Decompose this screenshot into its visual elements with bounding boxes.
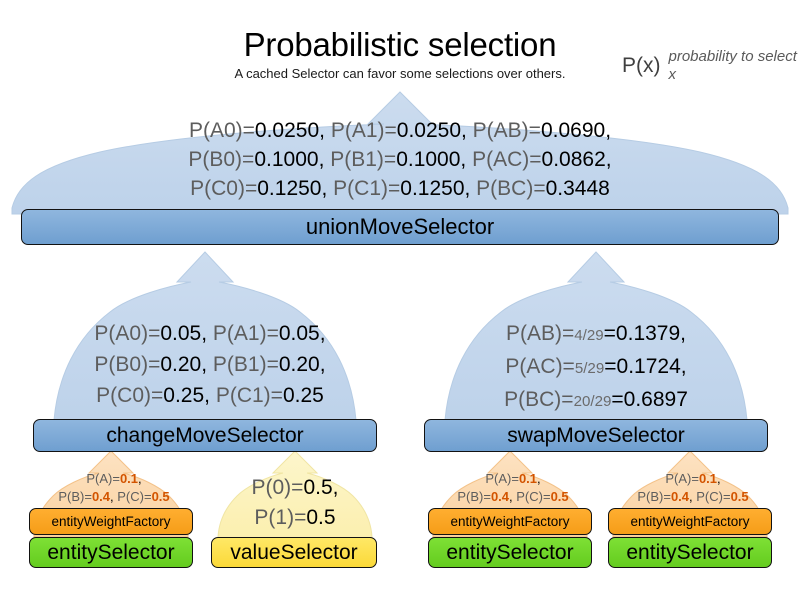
swap-prob-row: P(BC)=20/29=0.6897 xyxy=(504,388,688,411)
entity-weight-row: P(B)=0.4, P(C)=0.5 xyxy=(457,489,569,504)
entity-weight-row: P(B)=0.4, P(C)=0.5 xyxy=(637,489,749,504)
node-entity-weight-factory-2[interactable]: entityWeightFactory xyxy=(428,508,592,535)
entity-weight-row: P(A)=0.1, xyxy=(86,471,142,486)
arrow-to-union-move-selector xyxy=(11,91,789,215)
entity-weight-row: P(A)=0.1, xyxy=(485,471,541,486)
value-prob-row: P(0)=0.5, xyxy=(251,476,339,499)
legend: P(x) probability to select x xyxy=(622,48,800,84)
swap-prob-row: P(AC)=5/29=0.1724, xyxy=(505,355,687,378)
entity-weight-text-1: P(A)=0.1, P(B)=0.4, P(C)=0.5 xyxy=(28,470,200,506)
node-change-move-selector[interactable]: changeMoveSelector xyxy=(33,419,377,452)
union-prob-row: P(A0)=0.0250, P(A1)=0.0250, P(AB)=0.0690… xyxy=(188,119,612,142)
swap-prob-row: P(AB)=4/29=0.1379, xyxy=(505,322,687,345)
node-entity-weight-factory-3[interactable]: entityWeightFactory xyxy=(608,508,772,535)
node-entity-weight-factory-1[interactable]: entityWeightFactory xyxy=(29,508,193,535)
entity-weight-row: P(A)=0.1, xyxy=(665,471,721,486)
arrow-to-swap-move-selector xyxy=(444,251,748,425)
legend-symbol: P(x) xyxy=(622,54,661,77)
node-entity-selector-2[interactable]: entitySelector xyxy=(428,537,592,568)
entity-weight-text-2: P(A)=0.1, P(B)=0.4, P(C)=0.5 xyxy=(427,470,599,506)
node-swap-move-selector[interactable]: swapMoveSelector xyxy=(424,419,768,452)
entity-weight-text-3: P(A)=0.1, P(B)=0.4, P(C)=0.5 xyxy=(607,470,779,506)
node-entity-selector-3[interactable]: entitySelector xyxy=(608,537,772,568)
swap-probabilities-text: P(AB)=4/29=0.1379, P(AC)=5/29=0.1724, P(… xyxy=(420,318,772,417)
change-prob-row: P(C0)=0.25, P(C1)=0.25 xyxy=(96,384,324,407)
node-union-move-selector[interactable]: unionMoveSelector xyxy=(21,209,779,245)
union-probabilities-text: P(A0)=0.0250, P(A1)=0.0250, P(AB)=0.0690… xyxy=(80,116,720,203)
change-prob-row: P(B0)=0.20, P(B1)=0.20, xyxy=(94,353,326,376)
change-probabilities-text: P(A0)=0.05, P(A1)=0.05, P(B0)=0.20, P(B1… xyxy=(35,318,385,411)
value-prob-row: P(1)=0.5 xyxy=(254,506,336,529)
union-prob-row: P(C0)=0.1250, P(C1)=0.1250, P(BC)=0.3448 xyxy=(190,177,610,200)
node-entity-selector-1[interactable]: entitySelector xyxy=(29,537,193,568)
page-subtitle: A cached Selector can favor some selecti… xyxy=(234,66,566,81)
arrow-value-selector xyxy=(217,450,373,541)
entity-weight-row: P(B)=0.4, P(C)=0.5 xyxy=(58,489,170,504)
node-value-selector[interactable]: valueSelector xyxy=(211,537,377,568)
union-prob-row: P(B0)=0.1000, P(B1)=0.1000, P(AC)=0.0862… xyxy=(188,148,612,171)
legend-description: probability to select x xyxy=(668,48,797,83)
change-prob-row: P(A0)=0.05, P(A1)=0.05, xyxy=(94,322,326,345)
page-title: Probabilistic selection xyxy=(243,26,557,63)
arrow-to-change-move-selector xyxy=(53,251,357,425)
value-probabilities-text: P(0)=0.5, P(1)=0.5 xyxy=(211,473,379,533)
